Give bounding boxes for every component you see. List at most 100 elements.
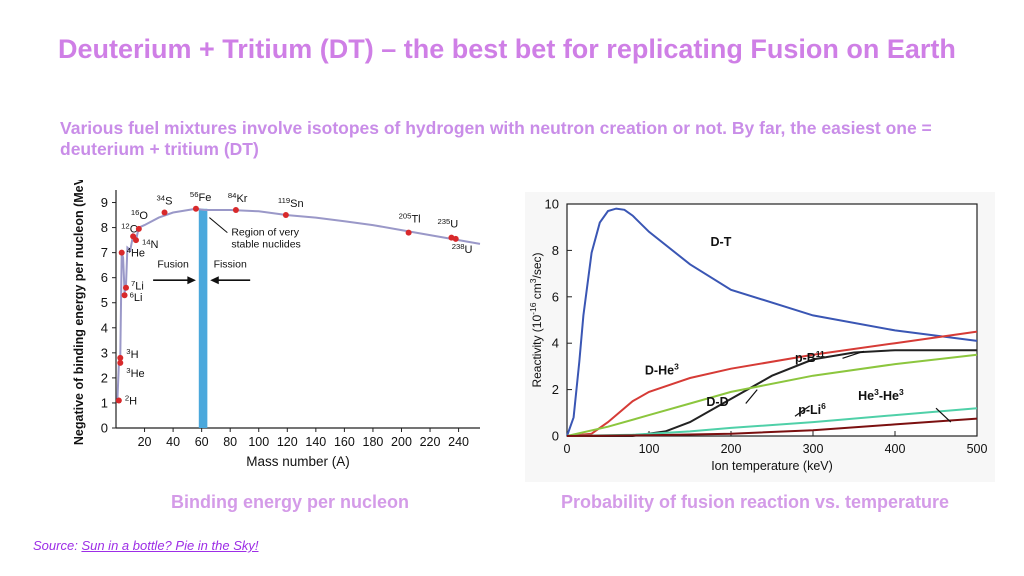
x-tick-label: 120 (277, 435, 298, 449)
point-label-6Li: 6Li (130, 290, 143, 304)
point-label-3H: 3H (126, 347, 138, 361)
point-label-119Sn: 119Sn (278, 196, 304, 210)
x-axis-label: Ion temperature (keV) (711, 459, 833, 473)
point-label-84Kr: 84Kr (228, 191, 248, 205)
x-tick-label: 0 (564, 442, 571, 456)
caption-binding-energy: Binding energy per nucleon (170, 492, 410, 512)
fission-arrowhead (210, 276, 219, 285)
data-point-3He (117, 359, 124, 366)
point-label-56Fe: 56Fe (190, 190, 211, 204)
x-tick-label: 200 (391, 435, 412, 449)
x-tick-label: 500 (967, 442, 988, 456)
slide-subtitle: Various fuel mixtures involve isotopes o… (60, 118, 932, 159)
y-tick-label: 2 (101, 370, 108, 385)
y-tick-label: 4 (101, 320, 108, 335)
data-point-4He (118, 249, 125, 256)
data-point-84Kr (232, 207, 239, 214)
source-citation: Source: Sun in a bottle? Pie in the Sky! (33, 538, 259, 553)
series-label-he: He3-He3 (858, 387, 904, 403)
pli6-pointer (794, 405, 811, 417)
series-label-d-he: D-He3 (645, 362, 679, 378)
fusion-label: Fusion (157, 259, 189, 271)
source-link[interactable]: Sun in a bottle? Pie in the Sky! (81, 538, 259, 553)
y-tick-label: 10 (545, 197, 559, 212)
x-tick-label: 160 (334, 435, 355, 449)
y-tick-label: 6 (552, 289, 559, 304)
data-point-14N (132, 237, 139, 244)
y-tick-label: 3 (101, 345, 108, 360)
data-point-3H (117, 354, 124, 361)
x-tick-label: 240 (448, 435, 469, 449)
stable-region-pointer (209, 217, 228, 233)
series-he-line (566, 417, 978, 437)
series-label-d-t: D-T (711, 235, 732, 249)
x-tick-label: 80 (223, 435, 237, 449)
binding-energy-curve (116, 207, 481, 401)
series-d-d-line (566, 353, 978, 437)
point-label-4He: 4He (127, 246, 145, 260)
point-label-3He: 3He (126, 366, 144, 380)
y-tick-label: 6 (101, 270, 108, 285)
data-point-16O (135, 225, 142, 232)
x-axis-label: Mass number (A) (246, 454, 350, 469)
series-d-t-line (566, 207, 978, 437)
data-point-2H (115, 397, 122, 404)
data-point-205Tl (405, 229, 412, 236)
series-label-p-li: p-Li6 (798, 401, 826, 417)
data-point-119Sn (282, 212, 289, 219)
y-tick-label: 1 (101, 395, 108, 410)
point-label-34S: 34S (157, 194, 173, 208)
data-point-238U (452, 235, 459, 242)
y-tick-label: 5 (101, 295, 108, 310)
x-tick-label: 400 (885, 442, 906, 456)
y-tick-label: 8 (552, 243, 559, 258)
point-label-12C: 12C (121, 221, 138, 235)
x-tick-label: 180 (363, 435, 384, 449)
point-label-16O: 16O (131, 208, 149, 222)
series-label-d-d: D-D (706, 395, 728, 409)
point-label-14N: 14N (142, 237, 159, 251)
x-tick-label: 40 (166, 435, 180, 449)
point-label-205Tl: 205Tl (399, 212, 421, 226)
stable-region-band (198, 208, 208, 428)
data-point-7Li (122, 284, 129, 291)
y-tick-label: 9 (101, 195, 108, 210)
x-tick-label: 20 (138, 435, 152, 449)
data-point-6Li (121, 292, 128, 299)
x-tick-label: 200 (721, 442, 742, 456)
x-tick-label: 140 (305, 435, 326, 449)
caption-fusion-probability: Probability of fusion reaction vs. tempe… (560, 492, 950, 512)
stable-region-label-1: Region of very (231, 227, 299, 239)
plot-frame (566, 203, 978, 437)
point-label-7Li: 7Li (131, 279, 144, 293)
pb11-pointer (842, 350, 865, 359)
data-point-56Fe (192, 205, 199, 212)
y-tick-label: 0 (552, 429, 559, 444)
point-label-2H: 2H (125, 394, 137, 408)
source-prefix: Source: (33, 538, 78, 553)
data-point-34S (161, 209, 168, 216)
point-label-235U: 235U (437, 217, 458, 231)
x-tick-label: 60 (195, 435, 209, 449)
stable-region-label-2: stable nuclides (231, 239, 300, 251)
x-tick-label: 100 (639, 442, 660, 456)
slide-title: Deuterium + Tritium (DT) – the best bet … (58, 34, 956, 64)
x-tick-label: 100 (248, 435, 269, 449)
binding-energy-chart: 0 1 2 3 4 5 6 7 8 9 20 40 60 80 100 120 140 160 180 200 220 2… (72, 180, 481, 469)
y-tick-label: 7 (101, 245, 108, 260)
fusion-arrowhead (187, 276, 196, 285)
he3he3-pointer (935, 407, 952, 423)
point-label-238U: 238U (452, 242, 473, 256)
fission-label: Fission (214, 259, 247, 271)
y-tick-label: 2 (552, 382, 559, 397)
y-axis-label: Negative of binding energy per nucleon (… (72, 180, 86, 445)
y-tick-label: 4 (552, 336, 559, 351)
x-tick-label: 300 (803, 442, 824, 456)
y-axis-label: Reactivity (10-16 cm3/sec) (528, 252, 544, 387)
x-tick-label: 220 (420, 435, 441, 449)
y-tick-label: 0 (101, 421, 108, 436)
series-label-p-b: p-B11 (795, 349, 825, 365)
y-tick-label: 8 (101, 220, 108, 235)
dd-pointer (745, 389, 758, 404)
